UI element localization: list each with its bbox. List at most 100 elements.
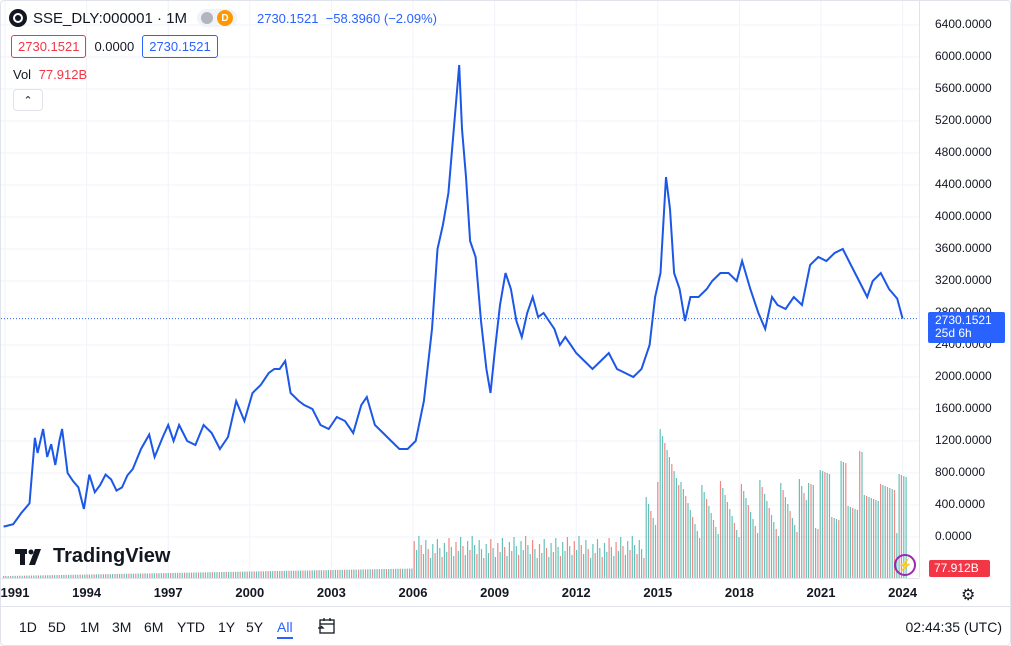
utc-clock[interactable]: 02:44:35 (UTC): [905, 619, 1002, 635]
settings-gear-icon[interactable]: ⚙: [961, 587, 976, 604]
lightning-icon[interactable]: ⚡: [894, 554, 916, 576]
volume-bar: [478, 540, 480, 578]
volume-bar: [861, 452, 863, 578]
volume-tag: 77.912B: [929, 560, 990, 577]
volume-bar: [177, 572, 179, 578]
volume-bar: [833, 518, 835, 578]
volume-bar: [130, 573, 132, 578]
volume-bar: [601, 557, 603, 578]
volume-bar: [416, 550, 418, 578]
volume-bar: [450, 547, 452, 578]
volume-bar: [661, 436, 664, 578]
range-button-6m[interactable]: 6M: [144, 619, 164, 635]
volume-bar: [413, 541, 415, 578]
volume-bar: [838, 520, 840, 578]
volume-bar: [819, 470, 821, 578]
time-axis[interactable]: 1991 1994 1997 2000 2003 2006 2009 2012 2015 2018…: [1, 578, 975, 607]
volume-bar: [761, 487, 763, 578]
volume-bar: [418, 536, 420, 578]
volume-bar: [638, 540, 640, 578]
year-tick-label: 2009: [480, 585, 510, 600]
volume-bar: [107, 574, 109, 578]
volume-bar: [548, 557, 550, 578]
volume-bar: [562, 542, 564, 578]
range-button-3m[interactable]: 3M: [112, 619, 132, 635]
buy-price-box[interactable]: 2730.1521: [142, 35, 218, 58]
volume-bar: [10, 575, 12, 578]
tradingview-logo[interactable]: TradingView: [15, 545, 170, 568]
volume-bar: [211, 572, 213, 578]
volume-bar: [643, 558, 645, 578]
year-tick-label: 2021: [806, 585, 836, 600]
price-axis[interactable]: 6400.0000 6000.0000 5600.0000 5200.0000 4800…: [919, 1, 1010, 578]
volume-bar: [316, 570, 318, 578]
range-button-1m[interactable]: 1M: [80, 619, 100, 635]
volume-bar: [28, 575, 30, 578]
sell-price-box[interactable]: 2730.1521: [11, 35, 87, 58]
volume-bar: [248, 571, 251, 578]
volume-bar: [93, 574, 95, 578]
volume-bar: [260, 571, 262, 578]
volume-bar: [903, 476, 905, 578]
chart-pane[interactable]: SSE_DLY:000001 · 1M D 2730.1521 −58.3960…: [1, 1, 919, 578]
price-chart-svg[interactable]: [1, 1, 919, 578]
price-tick-label: 400.0000: [935, 497, 986, 511]
volume-bar: [805, 500, 807, 578]
range-button-5d[interactable]: 5D: [48, 619, 66, 635]
volume-bar: [796, 532, 798, 578]
volume-bar: [476, 554, 478, 578]
volume-bar: [411, 568, 413, 578]
volume-bar: [151, 573, 153, 578]
range-button-all[interactable]: All: [277, 619, 293, 639]
volume-bar: [831, 517, 833, 578]
price-series-line[interactable]: [3, 64, 904, 528]
year-tick-label: 2024: [888, 585, 918, 600]
volume-bar: [460, 537, 462, 578]
volume-bar: [276, 571, 278, 578]
range-button-1y[interactable]: 1Y: [218, 619, 236, 635]
volume-bar: [659, 429, 661, 578]
volume-bar: [237, 571, 239, 578]
volume-bar: [56, 575, 58, 578]
volume-bar: [128, 573, 130, 578]
calendar-arrow-icon: [318, 618, 335, 634]
volume-bar: [443, 543, 445, 578]
price-tick-label: 4800.0000: [935, 145, 992, 159]
collapse-legend-button[interactable]: ⌃: [13, 89, 43, 111]
volume-bar: [773, 522, 775, 578]
range-button-ytd[interactable]: YTD: [177, 619, 205, 635]
volume-bar: [708, 506, 710, 578]
volume-bar: [436, 539, 438, 578]
volume-bar: [847, 506, 849, 578]
volume-bar: [174, 572, 176, 578]
volume-bar: [170, 573, 172, 578]
volume-bar: [197, 572, 200, 578]
volume-bar: [269, 571, 271, 578]
volume-bar: [306, 570, 309, 578]
range-button-5y[interactable]: 5Y: [246, 619, 264, 635]
volume-bar: [736, 530, 738, 578]
volume-bar: [541, 553, 543, 578]
volume-legend: Vol 77.912B: [13, 67, 87, 82]
volume-bar: [645, 497, 647, 578]
volume-bar: [596, 539, 599, 578]
volume-bar: [710, 513, 712, 578]
volume-bar: [877, 501, 879, 578]
volume-bar: [364, 569, 367, 578]
volume-bar: [446, 552, 448, 578]
volume-bar: [673, 471, 675, 578]
volume-bar: [787, 504, 789, 578]
volume-bar: [745, 498, 747, 578]
volume-bar: [153, 573, 155, 578]
volume-bar: [346, 569, 348, 578]
volume-bar: [425, 540, 427, 578]
volume-bar: [429, 558, 432, 578]
volume-bar: [882, 485, 884, 578]
symbol-title[interactable]: SSE_DLY:000001 · 1M: [33, 9, 187, 27]
volume-bar: [420, 545, 422, 578]
range-button-1d[interactable]: 1D: [19, 619, 37, 635]
volume-bar: [300, 570, 302, 578]
volume-bar: [214, 572, 216, 578]
market-status-badge[interactable]: D: [196, 9, 237, 27]
date-range-picker-icon[interactable]: [317, 616, 337, 639]
